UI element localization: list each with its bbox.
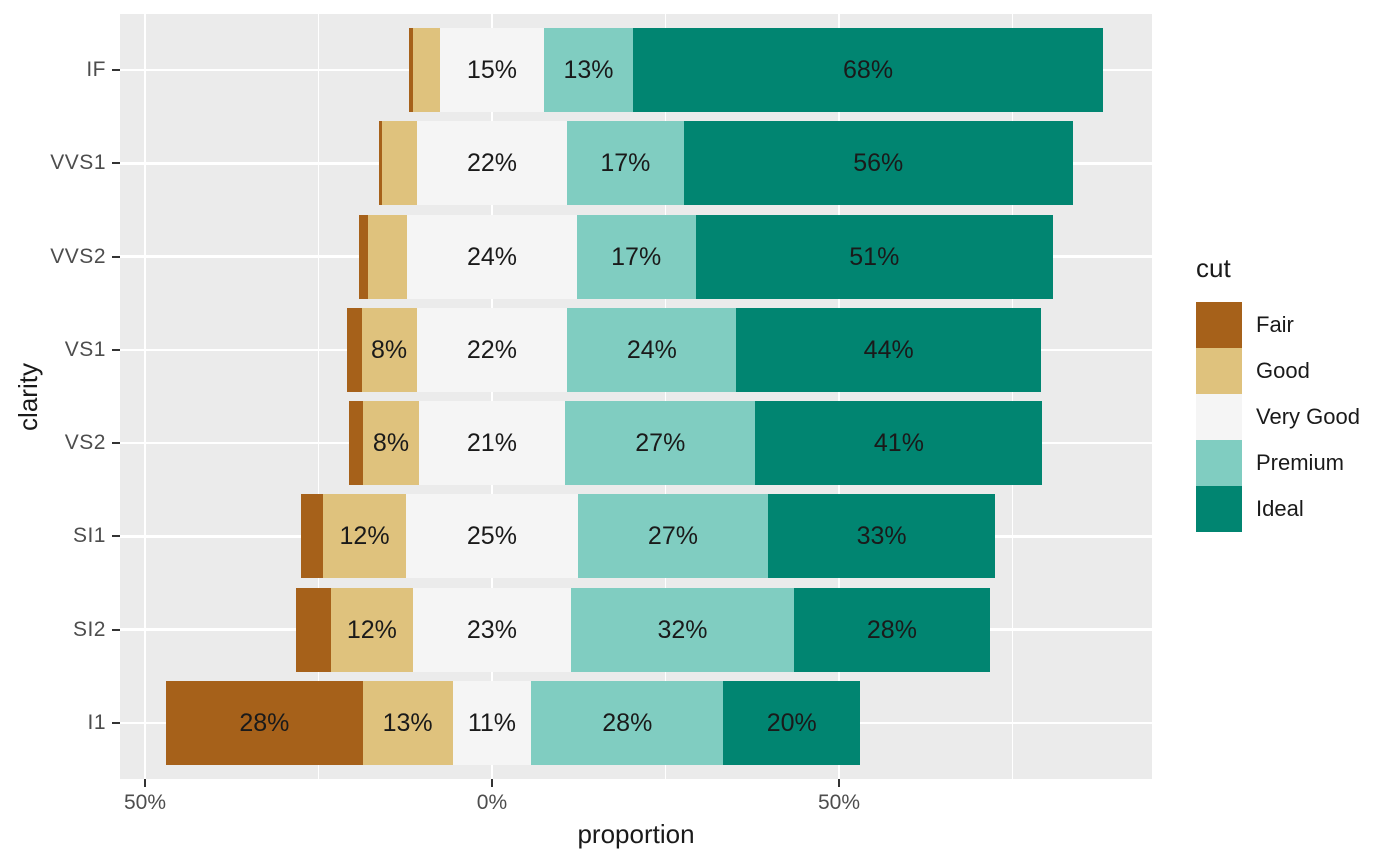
bar-si2: 12% 23% 32% 28% — [0, 588, 1400, 672]
segment-premium — [543, 28, 634, 112]
legend-key-swatch — [1196, 440, 1242, 486]
segment-fair — [301, 494, 324, 578]
x-tick-label: 0% — [476, 791, 508, 814]
segment-very-good — [405, 494, 578, 578]
segment-premium — [571, 588, 794, 672]
legend-entry-good: Good — [1196, 348, 1386, 394]
legend-label: Fair — [1256, 312, 1294, 337]
gridline-minor-x — [664, 14, 667, 779]
bar-if: 15% 13% 68% — [0, 28, 1400, 112]
x-tick-label: 50% — [123, 791, 166, 814]
segment-very-good — [440, 28, 544, 112]
x-tick-label: 50% — [817, 791, 860, 814]
segment-ideal — [695, 215, 1053, 299]
legend-key-swatch — [1196, 394, 1242, 440]
segment-good — [363, 401, 419, 485]
segment-fair — [358, 215, 369, 299]
segment-premium — [576, 215, 696, 299]
gridline-major-x — [837, 14, 841, 779]
bar-i1: 28% 13% 11% 28% 20% — [0, 681, 1400, 765]
segment-very-good — [418, 401, 566, 485]
y-tick-label-si2: SI2 — [72, 617, 106, 641]
x-tick-mark — [837, 779, 840, 787]
bar-vs2: 8% 21% 27% 41% — [0, 401, 1400, 485]
legend-entry-fair: Fair — [1196, 302, 1386, 348]
segment-ideal — [633, 28, 1103, 112]
segment-good — [361, 308, 417, 392]
legend-label: Premium — [1256, 450, 1345, 475]
gridline-minor-x — [1011, 14, 1014, 779]
segment-premium — [565, 401, 756, 485]
segment-good — [362, 681, 453, 765]
y-tick-label-vs2: VS2 — [64, 431, 106, 455]
y-tick-label-si1: SI1 — [72, 524, 106, 548]
segment-very-good — [417, 121, 567, 205]
y-tick-mark — [112, 348, 120, 351]
segment-fair — [409, 28, 413, 112]
segment-premium — [578, 494, 768, 578]
segment-ideal — [683, 121, 1073, 205]
y-tick-mark — [112, 535, 120, 538]
y-tick-label-vvs1: VVS1 — [50, 151, 106, 175]
y-tick-mark — [112, 255, 120, 258]
segment-fair — [295, 588, 332, 672]
legend-key-swatch — [1196, 348, 1242, 394]
segment-premium — [566, 121, 684, 205]
legend-entry-very-good: Very Good — [1196, 394, 1386, 440]
bar-vvs1: 22% 17% 56% — [0, 121, 1400, 205]
y-tick-label-vs1: VS1 — [64, 337, 106, 361]
y-tick-mark — [112, 162, 120, 165]
segment-good — [412, 28, 441, 112]
legend-label: Good — [1256, 358, 1310, 383]
legend-title: cut — [1196, 253, 1231, 283]
bar-vs1: 8% 22% 24% 44% — [0, 308, 1400, 392]
segment-premium — [567, 308, 737, 392]
legend-key-swatch — [1196, 486, 1242, 532]
legend-entry-premium: Premium — [1196, 440, 1386, 486]
segment-fair — [378, 121, 382, 205]
segment-fair — [166, 681, 363, 765]
y-tick-mark — [112, 628, 120, 631]
bar-si1: 12% 25% 27% 33% — [0, 494, 1400, 578]
segment-ideal — [723, 681, 861, 765]
segment-ideal — [755, 401, 1043, 485]
y-tick-mark — [112, 722, 120, 725]
legend-label: Very Good — [1256, 404, 1360, 429]
x-axis-title: proportion — [577, 819, 695, 849]
legend-entry-ideal: Ideal — [1196, 486, 1386, 532]
segment-ideal — [767, 494, 996, 578]
y-tick-mark — [112, 442, 120, 445]
y-tick-label-if: IF — [86, 57, 106, 81]
x-tick-mark — [143, 779, 146, 787]
segment-good — [323, 494, 406, 578]
segment-ideal — [736, 308, 1042, 392]
gridline-minor-x — [317, 14, 320, 779]
segment-very-good — [452, 681, 532, 765]
legend-key-swatch — [1196, 302, 1242, 348]
segment-fair — [347, 308, 362, 392]
legend: cut Fair Good Very Good Premium Ideal — [1196, 0, 1400, 866]
bar-vvs2: 24% 17% 51% — [0, 215, 1400, 299]
segment-good — [381, 121, 417, 205]
segment-ideal — [793, 588, 990, 672]
legend-label: Ideal — [1256, 496, 1304, 521]
segment-premium — [531, 681, 724, 765]
segment-good — [331, 588, 413, 672]
segment-good — [368, 215, 408, 299]
segment-fair — [348, 401, 364, 485]
gridline-major-x — [143, 14, 147, 779]
segment-very-good — [407, 215, 577, 299]
gridline-major-x — [490, 14, 494, 779]
y-tick-mark — [112, 68, 120, 71]
segment-very-good — [416, 308, 568, 392]
segment-very-good — [412, 588, 572, 672]
y-tick-label-i1: I1 — [87, 711, 106, 735]
x-tick-mark — [490, 779, 493, 787]
y-tick-label-vvs2: VVS2 — [50, 244, 106, 268]
